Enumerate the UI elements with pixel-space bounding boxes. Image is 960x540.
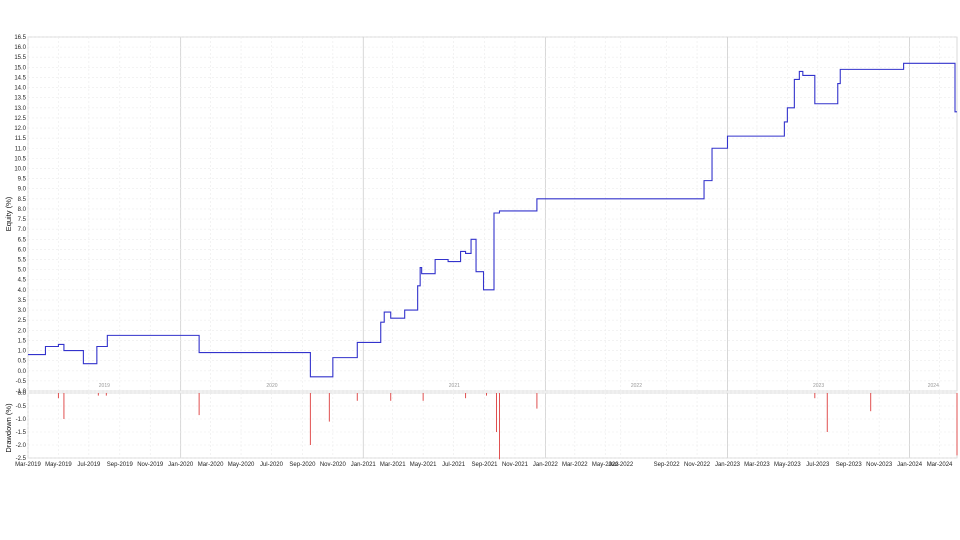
equity-y-tick-label: 12.5 [14,116,26,122]
equity-y-tick-label: 3.5 [18,298,27,304]
x-tick-label: May-2019 [45,462,72,468]
equity-y-tick-label: 0.5 [18,359,27,365]
x-tick-label: May-2023 [774,462,801,468]
x-tick-label: Jul-2021 [442,462,466,468]
equity-y-tick-label: 15.5 [14,55,26,61]
equity-y-tick-label: 5.0 [18,268,27,274]
x-tick-label: Jul-2020 [260,462,284,468]
equity-y-axis-label: Equity (%) [4,196,13,231]
x-tick-label: Jan-2022 [533,462,559,468]
year-label: 2020 [266,383,277,389]
x-tick-label: Nov-2021 [502,462,529,468]
equity-y-tick-label: 2.0 [18,328,27,334]
equity-y-tick-label: 7.0 [18,227,27,233]
x-tick-label: Nov-2023 [866,462,893,468]
equity-y-tick-label: 10.0 [14,166,26,172]
x-tick-label: Jul-2019 [77,462,101,468]
equity-y-tick-label: 9.5 [18,177,27,183]
x-tick-label: Jan-2020 [168,462,194,468]
x-tick-label: Mar-2020 [198,462,224,468]
equity-panel: 2019 2020 2021 2022 2023 2024 -1.0 -0.5 0.0 0.5 1.… [14,35,958,395]
equity-y-tick-label: 2.5 [18,318,27,324]
equity-y-tick-label: -1.0 [16,389,27,395]
drawdown-y-tick-label: -2.0 [16,443,27,449]
x-tick-label: Jul-2023 [806,462,830,468]
equity-y-tick-label: 12.0 [14,126,26,132]
equity-y-tick-label: 8.0 [18,207,27,213]
x-tick-label: Jun-2022 [608,462,634,468]
year-label: 2022 [631,383,642,389]
equity-y-tick-label: 7.5 [18,217,27,223]
equity-y-tick-label: 15.0 [14,65,26,71]
equity-series-line [28,62,957,378]
equity-y-tick-label: 11.0 [15,146,27,152]
equity-y-tick-label: 14.0 [14,86,26,92]
equity-y-tick-label: 16.5 [14,35,26,41]
x-tick-label: Sep-2022 [654,462,681,468]
x-tick-label: Jan-2021 [351,462,377,468]
equity-y-tick-label: 13.0 [14,106,26,112]
equity-y-tick-label: 11.5 [15,136,27,142]
drawdown-y-tick-label: -2.5 [16,456,27,462]
drawdown-y-tick-label: -1.5 [16,430,27,436]
equity-y-tick-label: 1.0 [18,349,27,355]
year-label: 2021 [449,383,460,389]
equity-y-tick-label: 6.0 [18,247,27,253]
drawdown-y-tick-label: 0.0 [18,391,27,397]
year-label: 2024 [928,383,939,389]
x-tick-label: Jan-2023 [715,462,741,468]
x-tick-label: Nov-2020 [320,462,347,468]
equity-y-tick-label: 1.5 [18,338,27,344]
x-tick-label: May-2021 [410,462,437,468]
drawdown-y-tick-label: -1.0 [16,417,27,423]
x-tick-label: Sep-2020 [289,462,316,468]
drawdown-panel: 0.0 -0.5 -1.0 -1.5 -2.0 -2.5 [16,391,958,462]
year-label: 2019 [99,383,110,389]
equity-y-tick-label: 9.0 [18,187,27,193]
x-tick-label: Nov-2022 [684,462,711,468]
equity-y-tick-label: 8.5 [18,197,27,203]
equity-y-tick-label: 14.5 [14,75,26,81]
x-tick-label: Nov-2019 [137,462,164,468]
equity-y-tick-label: 3.0 [18,308,27,314]
x-tick-label: May-2020 [228,462,255,468]
equity-y-tick-label: 5.5 [18,258,27,264]
x-tick-label: Mar-2022 [562,462,588,468]
x-tick-label: Mar-2021 [380,462,406,468]
equity-y-tick-label: 10.5 [14,156,26,162]
drawdown-y-axis-label: Drawdown (%) [4,403,13,453]
x-tick-label: Jan-2024 [897,462,923,468]
x-tick-label: Sep-2021 [472,462,499,468]
equity-y-tick-label: 13.5 [14,96,26,102]
x-tick-label: Mar-2023 [744,462,770,468]
equity-y-tick-label: 0.0 [18,369,27,375]
x-tick-label: Mar-2019 [15,462,41,468]
x-tick-label: May-2022 [592,462,619,468]
x-axis: Mar-2019 May-2019 Jul-2019 Sep-2019 Nov-2019… [15,462,953,468]
x-tick-label: Sep-2019 [107,462,134,468]
equity-y-tick-label: -0.5 [16,379,27,385]
x-tick-label: Sep-2023 [836,462,863,468]
drawdown-y-tick-label: -0.5 [16,404,27,410]
equity-y-tick-label: 4.5 [18,278,27,284]
x-tick-label: Mar-2024 [927,462,953,468]
equity-y-tick-label: 16.0 [14,45,26,51]
equity-y-tick-label: 4.0 [18,288,27,294]
equity-y-tick-label: 6.5 [18,237,27,243]
year-label: 2023 [813,383,824,389]
